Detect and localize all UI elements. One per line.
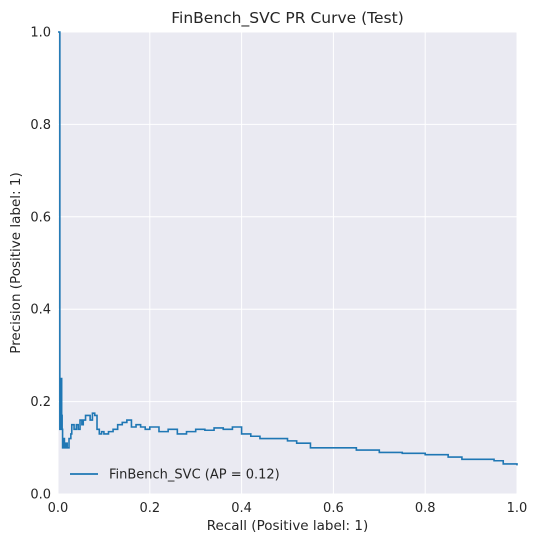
x-tick-label: 0.4: [231, 501, 252, 516]
x-tick-label: 0.8: [415, 501, 436, 516]
legend: FinBench_SVC (AP = 0.12): [70, 468, 280, 483]
y-tick-label: 0.0: [30, 488, 51, 503]
y-tick-label: 0.6: [30, 210, 51, 225]
y-tick-label: 1.0: [30, 26, 51, 41]
x-tick-label: 0.2: [139, 501, 160, 516]
x-tick-labels: 0.0 0.2 0.4 0.6 0.8 1.0: [48, 501, 528, 516]
x-tick-label: 0.0: [48, 501, 69, 516]
chart-title: FinBench_SVC PR Curve (Test): [171, 9, 404, 28]
y-tick-label: 0.2: [30, 395, 51, 410]
x-axis-label: Recall (Positive label: 1): [207, 518, 369, 534]
series-layer: [58, 31, 518, 466]
y-tick-label: 0.8: [30, 118, 51, 133]
series-line-finbench-svc: [58, 31, 518, 466]
x-tick-label: 1.0: [507, 501, 528, 516]
plot-area: [58, 32, 517, 494]
y-tick-labels: 0.0 0.2 0.4 0.6 0.8 1.0: [30, 26, 51, 503]
y-axis-label: Precision (Positive label: 1): [8, 172, 24, 353]
y-tick-label: 0.4: [30, 303, 51, 318]
x-tick-label: 0.6: [323, 501, 344, 516]
legend-entry: FinBench_SVC (AP = 0.12): [109, 468, 280, 483]
grid: [57, 31, 518, 495]
